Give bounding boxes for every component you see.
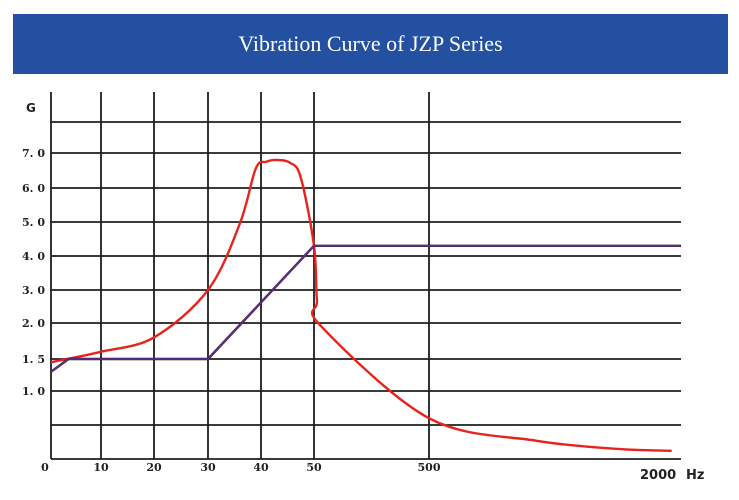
vibration-response-line bbox=[50, 158, 672, 453]
spec-limit-line bbox=[50, 245, 681, 373]
series bbox=[50, 158, 681, 453]
x-tick-label: 30 bbox=[200, 461, 216, 474]
x-tick-label: 0 bbox=[41, 461, 49, 474]
y-tick-label: 7. 0 bbox=[22, 147, 45, 160]
y-tick-label: 5. 0 bbox=[22, 216, 45, 229]
y-tick-label: 6. 0 bbox=[22, 182, 45, 195]
x-tick-label: 50 bbox=[306, 461, 322, 474]
title-banner: Vibration Curve of JZP Series bbox=[13, 14, 728, 74]
x-tick-label-2000: 2000 bbox=[640, 468, 676, 483]
grid bbox=[50, 92, 681, 460]
y-tick-label: 4. 0 bbox=[22, 250, 45, 263]
chart-title: Vibration Curve of JZP Series bbox=[238, 31, 503, 56]
y-tick-label: 1. 0 bbox=[22, 385, 45, 398]
y-tick-label: 2. 0 bbox=[22, 317, 45, 330]
spec-limit-shadow-line bbox=[50, 244, 681, 373]
x-axis-unit-label: Hz bbox=[686, 468, 704, 483]
y-tick-labels: 1. 0 1. 5 2. 0 3. 0 4. 0 5. 0 6. 0 7. 0 bbox=[22, 147, 45, 398]
x-tick-label: 10 bbox=[93, 461, 109, 474]
x-tick-label: 20 bbox=[146, 461, 162, 474]
x-tick-label: 500 bbox=[418, 461, 441, 474]
y-tick-label: 1. 5 bbox=[22, 353, 45, 366]
y-tick-label: 3. 0 bbox=[22, 284, 45, 297]
x-tick-labels: 0 10 20 30 40 50 500 bbox=[41, 461, 441, 474]
x-tick-label: 40 bbox=[253, 461, 269, 474]
y-axis-label: G bbox=[26, 101, 36, 115]
